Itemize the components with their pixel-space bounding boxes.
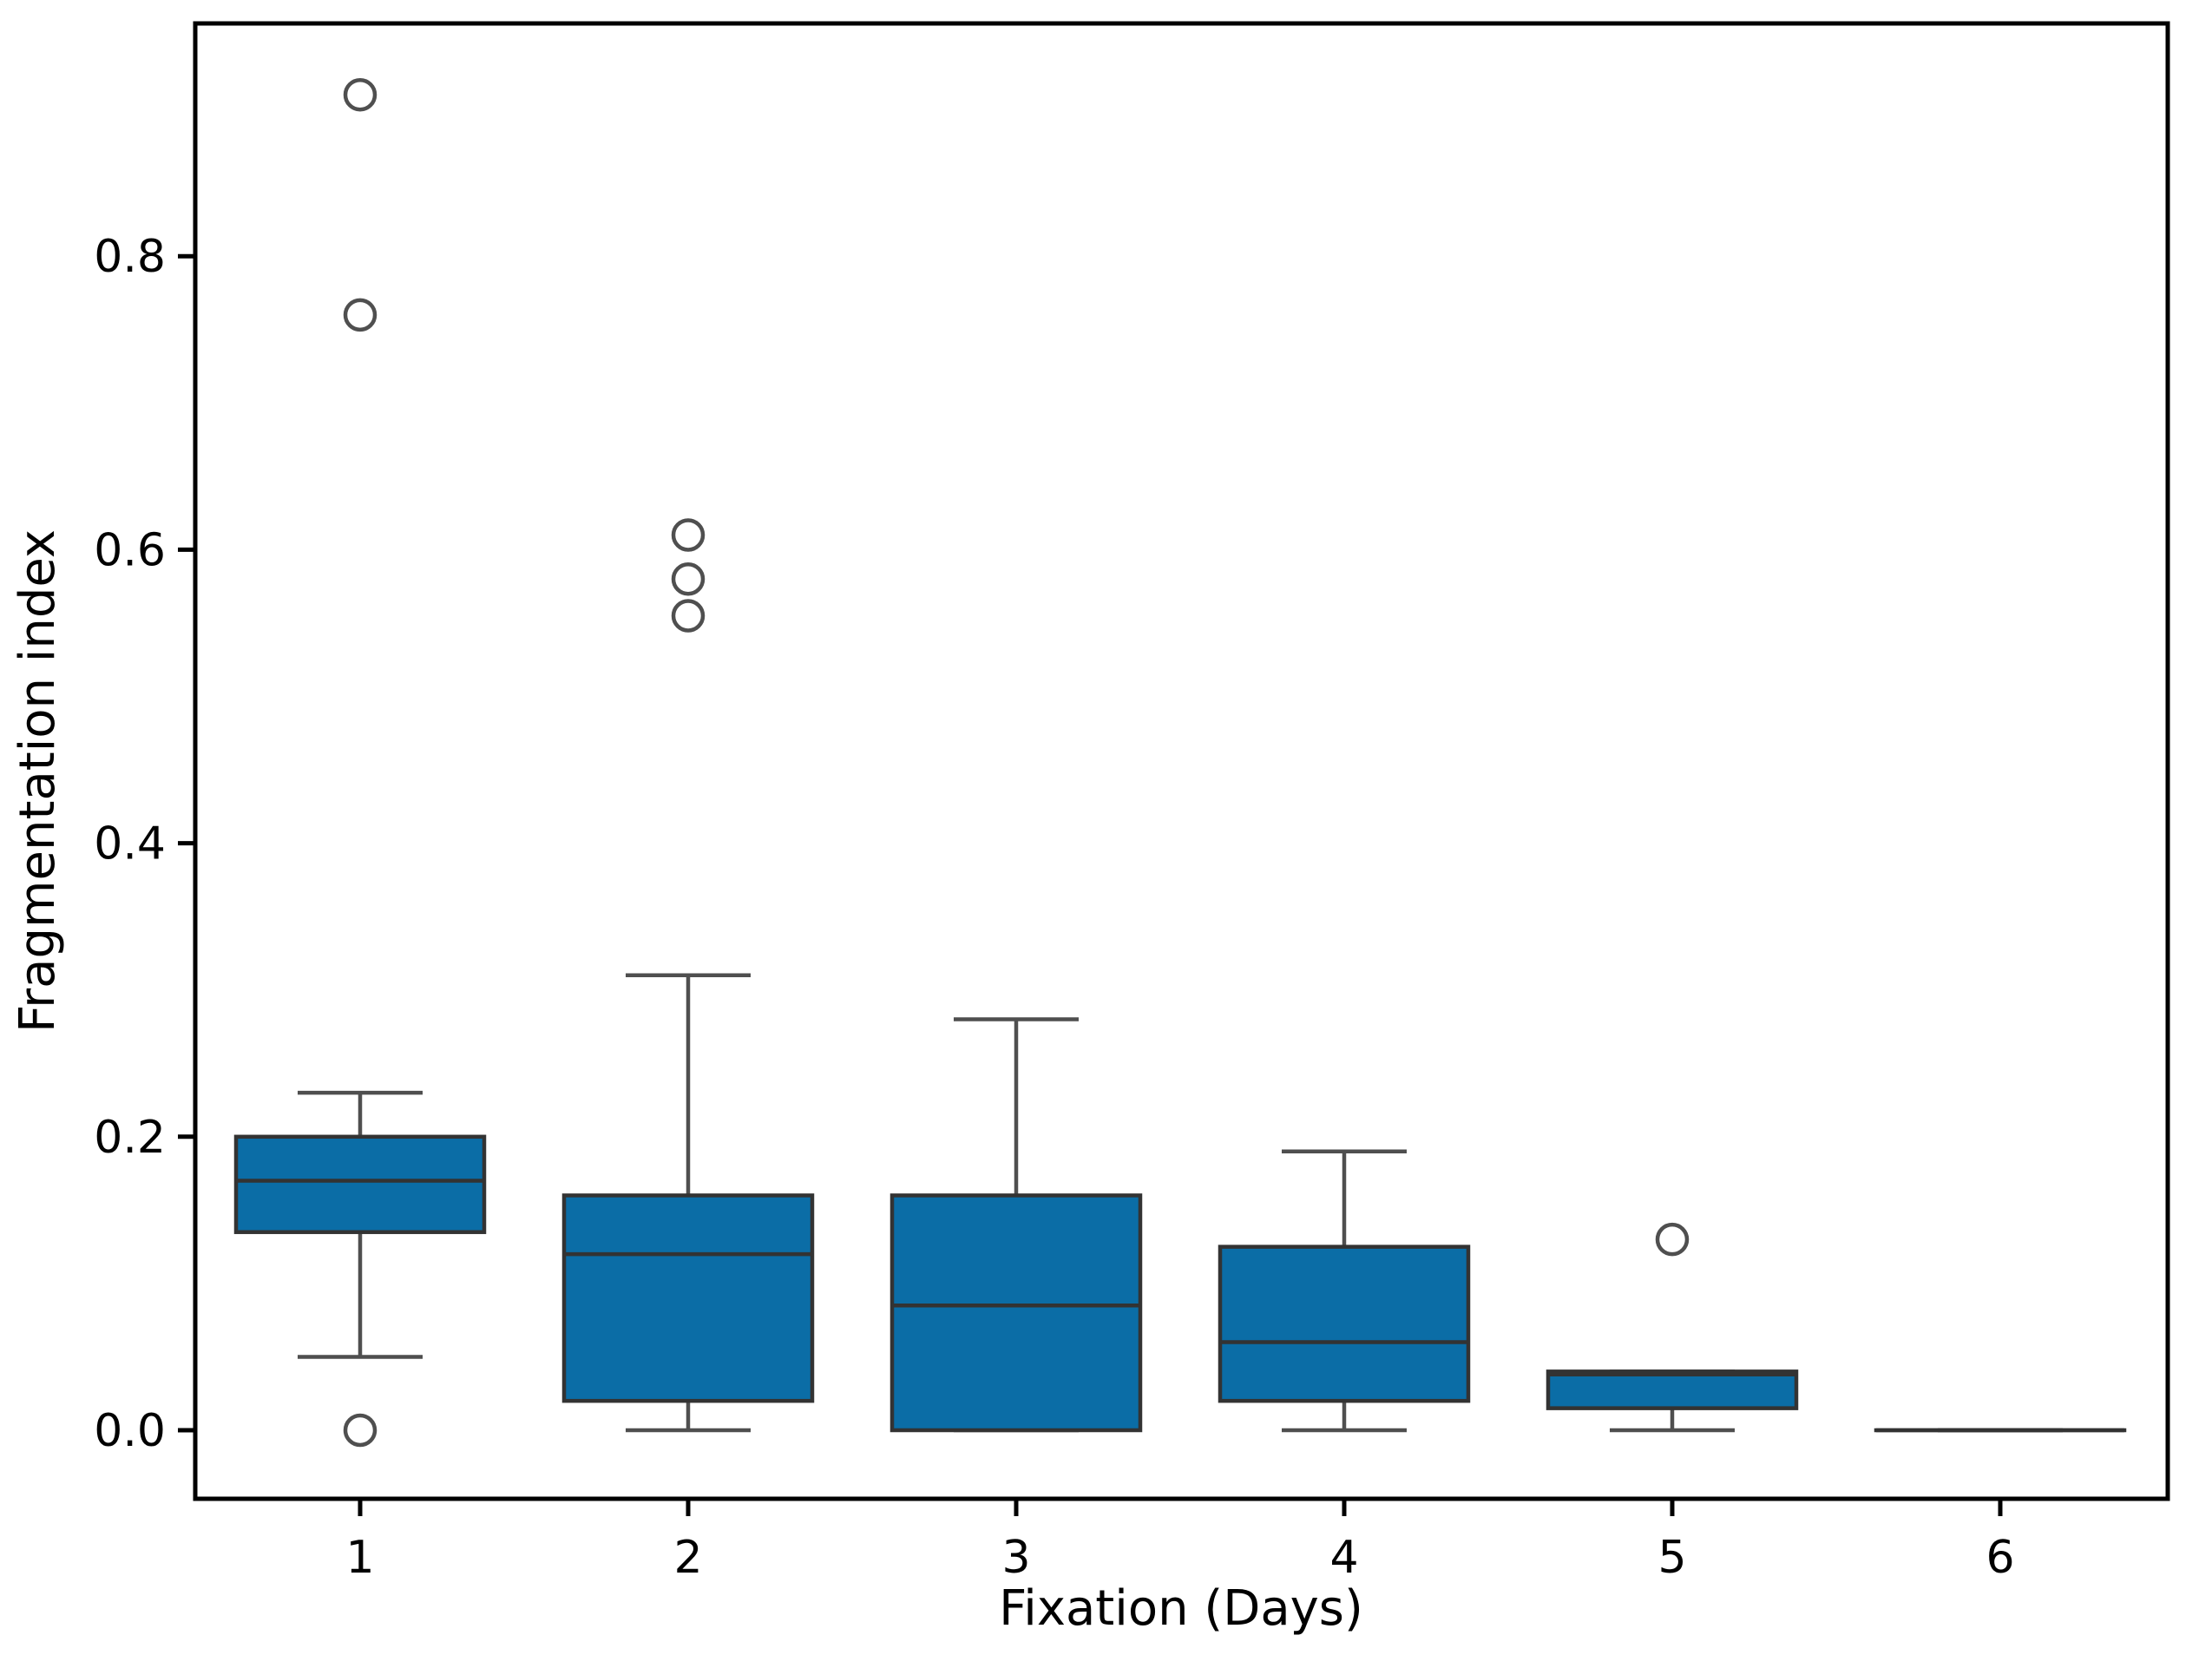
x-tick-label: 4 [1329, 1532, 1358, 1584]
x-tick-label: 3 [1001, 1532, 1030, 1584]
outlier-marker [343, 77, 377, 112]
outlier-marker [671, 562, 706, 596]
axes-frame [193, 21, 2170, 1501]
outlier-marker [671, 599, 706, 633]
x-axis-label: Fixation (Days) [999, 1580, 1363, 1637]
box-group-day-4 [1218, 1149, 1471, 1433]
y-tick-label: 0.2 [94, 1112, 166, 1164]
outlier-marker [671, 518, 706, 552]
box-group-day-3 [889, 1017, 1143, 1433]
y-tick-label: 0.4 [94, 818, 166, 870]
outlier-marker [343, 298, 377, 332]
y-tick-label: 0.8 [94, 231, 166, 283]
box-group-day-1 [233, 77, 487, 1448]
iqr-box [561, 1193, 815, 1403]
axes-layer: 0.0 0.2 0.4 0.6 0.8 1 2 3 4 5 6 [94, 21, 2170, 1584]
box-group-day-2 [561, 518, 815, 1433]
outlier-marker [343, 1413, 377, 1448]
plot-area [233, 77, 2127, 1448]
x-tick-label: 5 [1657, 1532, 1686, 1584]
y-tick-label: 0.6 [94, 524, 166, 576]
iqr-box [1546, 1369, 1799, 1410]
iqr-box [889, 1193, 1143, 1433]
y-tick-label: 0.0 [94, 1405, 166, 1457]
x-tick-label: 6 [1986, 1532, 2014, 1584]
x-tick-label: 2 [673, 1532, 702, 1584]
iqr-box [233, 1134, 487, 1234]
box-group-day-5 [1546, 1222, 1799, 1433]
y-axis-label: Fragmentation index [10, 529, 66, 1033]
iqr-box [1218, 1245, 1471, 1403]
outlier-marker [1655, 1222, 1690, 1257]
x-tick-label: 1 [345, 1532, 374, 1584]
